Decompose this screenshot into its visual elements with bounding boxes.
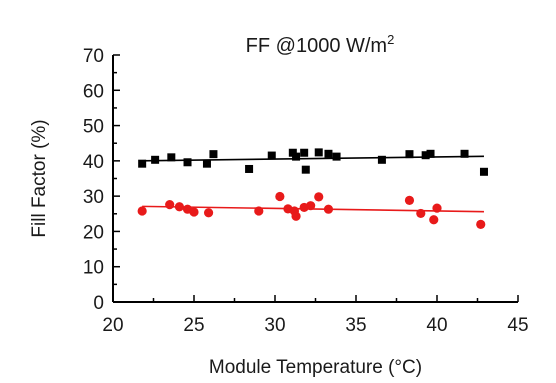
chart-title-superscript: 2: [387, 32, 394, 47]
x-tick-label: 30: [264, 315, 285, 336]
chart-title-main: FF @1000 W/m: [246, 35, 387, 57]
x-tick-label: 45: [507, 315, 528, 336]
chart-title: FF @1000 W/m2: [246, 32, 395, 57]
data-point-circle: [275, 191, 285, 202]
x-axis-title: Module Temperature (°C): [209, 357, 422, 378]
y-tick-label: 50: [83, 117, 104, 138]
data-point-square: [300, 148, 309, 157]
data-point-circle: [291, 211, 301, 221]
y-tick-label: 0: [93, 293, 104, 314]
data-point-square: [421, 151, 430, 160]
data-point-circle: [137, 206, 147, 216]
y-tick-label: 60: [83, 81, 104, 102]
data-point-circle: [416, 208, 426, 219]
data-point-square: [138, 159, 147, 168]
data-point-circle: [203, 208, 214, 218]
data-point-square: [324, 149, 333, 158]
data-point-square: [314, 148, 323, 157]
axes: [112, 55, 518, 303]
x-tick-label: 35: [345, 315, 366, 336]
data-point-circle: [323, 204, 334, 214]
data-point-circle: [429, 215, 439, 225]
data-point-square: [405, 150, 414, 159]
data-point-square: [377, 155, 386, 164]
data-point-circle: [306, 201, 316, 211]
data-point-square: [245, 164, 254, 173]
data-point-circle: [432, 203, 442, 213]
data-point-circle: [165, 200, 175, 210]
x-tick-label: 40: [426, 315, 447, 336]
data-point-circle: [314, 192, 324, 202]
data-point-square: [167, 153, 176, 162]
x-tick-label: 20: [102, 315, 123, 336]
x-tick-label: 25: [183, 315, 204, 336]
data-point-square: [460, 149, 469, 158]
data-point-circle: [189, 207, 199, 217]
data-point-circle: [254, 206, 264, 216]
data-point-circle: [476, 219, 486, 229]
data-point-square: [202, 159, 211, 168]
y-tick-label: 20: [83, 222, 104, 243]
data-point-square: [426, 149, 435, 158]
data-point-square: [301, 165, 310, 174]
y-tick-label: 40: [83, 152, 104, 173]
data-points: [137, 148, 488, 229]
data-point-square: [209, 150, 218, 159]
y-tick-label: 30: [83, 187, 104, 208]
axis-ticks: 20 25 30 35 40 45 0 10 20 30 40 50 60 70: [83, 46, 529, 336]
y-axis-title: Fill Factor (%): [29, 119, 50, 237]
data-point-square: [267, 151, 276, 160]
data-point-circle: [404, 195, 415, 205]
data-point-square: [151, 155, 160, 164]
y-tick-label: 70: [83, 46, 104, 67]
data-point-square: [292, 152, 301, 161]
data-point-circle: [174, 202, 185, 212]
data-point-square: [479, 167, 488, 176]
y-tick-label: 10: [83, 258, 104, 279]
data-point-square: [332, 152, 341, 161]
data-point-square: [183, 158, 192, 167]
